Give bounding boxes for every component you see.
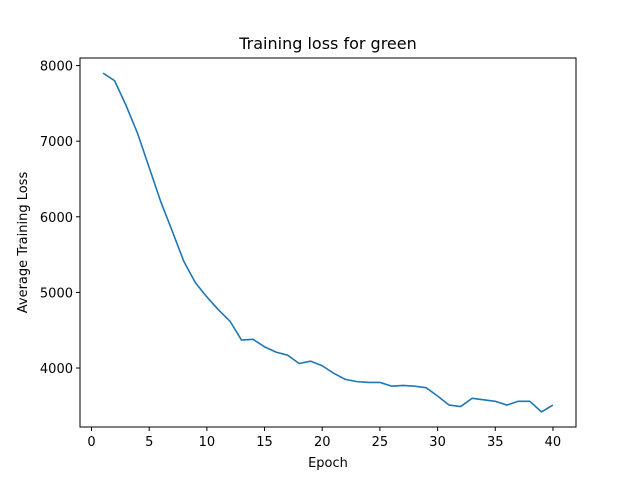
y-tick-label: 7000	[40, 135, 73, 150]
plot-area	[79, 57, 577, 428]
x-tick-label: 20	[314, 435, 331, 450]
x-tick-label: 5	[145, 435, 153, 450]
x-tick-label: 30	[429, 435, 446, 450]
y-tick-label: 5000	[40, 286, 73, 301]
x-tick-label: 25	[372, 435, 389, 450]
series-line	[102, 72, 554, 413]
chart-title: Training loss for green	[238, 34, 417, 53]
x-axis: 0 5 10 15 20 25 30 35 40	[87, 427, 561, 450]
y-tick-label: 8000	[40, 60, 73, 75]
x-axis-label: Epoch	[308, 456, 348, 471]
y-tick-label: 4000	[40, 362, 73, 377]
x-tick-label: 35	[487, 435, 504, 450]
x-tick-label: 40	[545, 435, 562, 450]
y-axis: 4000 5000 6000 7000 8000	[40, 60, 80, 377]
x-tick-label: 15	[256, 435, 273, 450]
y-axis-label: Average Training Loss	[16, 172, 31, 314]
x-tick-label: 0	[87, 435, 95, 450]
plot-frame	[79, 57, 577, 428]
y-tick-label: 6000	[40, 211, 73, 226]
x-tick-label: 10	[199, 435, 216, 450]
